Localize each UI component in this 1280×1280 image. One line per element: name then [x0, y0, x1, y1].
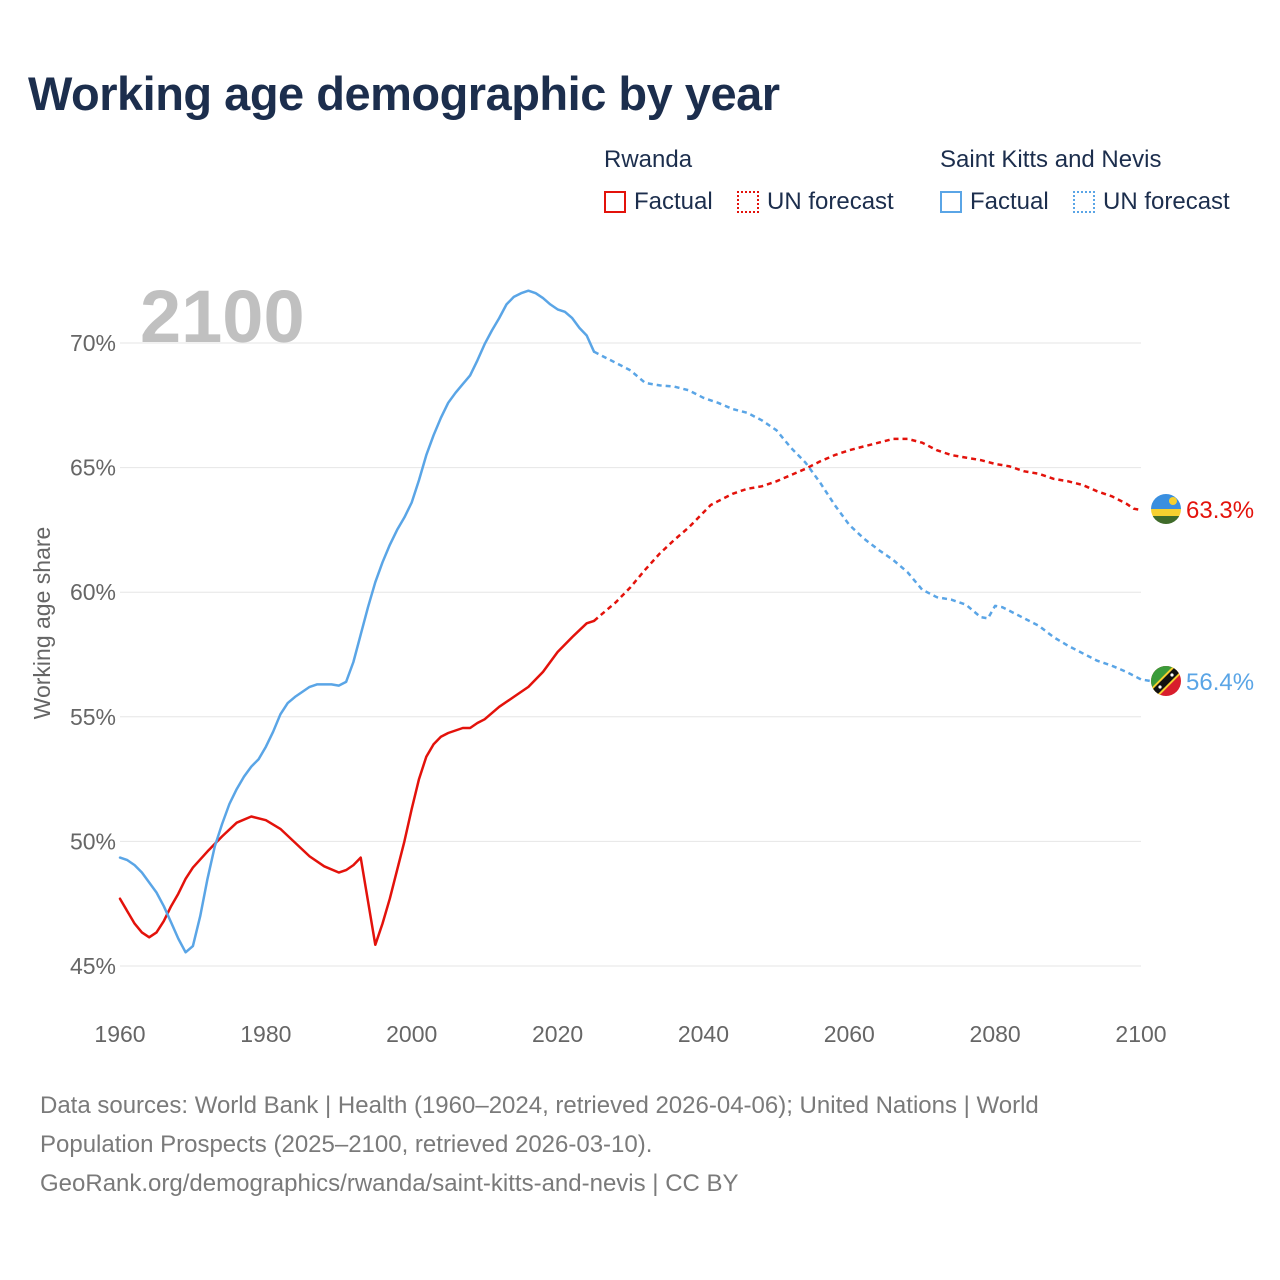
line-chart: 2100 Working age share 45% 50% 55% 60% 65% 70…	[29, 275, 1254, 1047]
legend-swatch-dotted	[1073, 191, 1095, 213]
legend-swatch-solid	[940, 191, 962, 213]
legend-label: Factual	[634, 188, 713, 215]
y-tick-label: 70%	[70, 330, 116, 356]
y-axis-label: Working age share	[29, 527, 55, 720]
end-label-saint-kitts-and-nevis: 56.4%	[1186, 669, 1254, 696]
x-tick-label: 2000	[386, 1021, 437, 1047]
series-line-rwanda-forecast[interactable]	[593, 437, 1142, 622]
y-tick-label: 60%	[70, 579, 116, 605]
legend-swatch-solid	[604, 191, 626, 213]
rwanda-flag-icon	[1151, 494, 1181, 524]
y-tick-label: 45%	[70, 953, 116, 979]
legend-group-rwanda: Rwanda Factual UN forecast	[604, 146, 924, 226]
sources-line-3[interactable]: GeoRank.org/demographics/rwanda/saint-ki…	[40, 1170, 739, 1197]
x-tick-label: 2100	[1115, 1021, 1166, 1047]
x-tick-label: 1960	[94, 1021, 145, 1047]
axis-ticks: 45% 50% 55% 60% 65% 70% 1960 1980 2000 2020 2040 20…	[70, 330, 1167, 1047]
x-tick-label: 2040	[678, 1021, 729, 1047]
series-line-rwanda-factual[interactable]	[118, 619, 596, 947]
sources-line-2: Population Prospects (2025–2100, retriev…	[40, 1131, 653, 1158]
legend-label: Factual	[970, 188, 1049, 215]
saint-kitts-and-nevis-flag-icon	[1151, 666, 1181, 696]
legend-swatch-dotted	[737, 191, 759, 213]
legend-group-saint-kitts-and-nevis: Saint Kitts and Nevis Factual UN forecas…	[940, 146, 1260, 226]
x-tick-label: 2060	[824, 1021, 875, 1047]
data-sources: Data sources: World Bank | Health (1960–…	[40, 1086, 1220, 1203]
legend-label: UN forecast	[767, 188, 894, 215]
legend-group-name: Saint Kitts and Nevis	[940, 146, 1162, 173]
series-line-saint-kitts-and-nevis-forecast[interactable]	[593, 350, 1156, 684]
x-tick-label: 2020	[532, 1021, 583, 1047]
y-tick-label: 55%	[70, 704, 116, 730]
x-tick-label: 2080	[970, 1021, 1021, 1047]
y-tick-label: 50%	[70, 828, 116, 854]
series-lines	[118, 289, 1156, 954]
chart-title: Working age demographic by year	[28, 67, 780, 120]
legend-group-name: Rwanda	[604, 146, 693, 173]
legend-item-skn-forecast[interactable]: UN forecast	[1073, 188, 1230, 216]
series-line-saint-kitts-and-nevis-factual[interactable]	[118, 289, 596, 954]
legend-item-skn-factual[interactable]: Factual	[940, 188, 1049, 216]
y-tick-label: 65%	[70, 455, 116, 481]
legend-label: UN forecast	[1103, 188, 1230, 215]
year-watermark: 2100	[140, 275, 305, 358]
gridlines	[120, 342, 1141, 967]
sources-line-1: Data sources: World Bank | Health (1960–…	[40, 1092, 1039, 1119]
legend-item-rwanda-forecast[interactable]: UN forecast	[737, 188, 894, 216]
legend-item-rwanda-factual[interactable]: Factual	[604, 188, 713, 216]
end-label-rwanda: 63.3%	[1186, 497, 1254, 524]
end-labels: 63.3% 56.4%	[1186, 497, 1254, 696]
x-tick-label: 1980	[240, 1021, 291, 1047]
